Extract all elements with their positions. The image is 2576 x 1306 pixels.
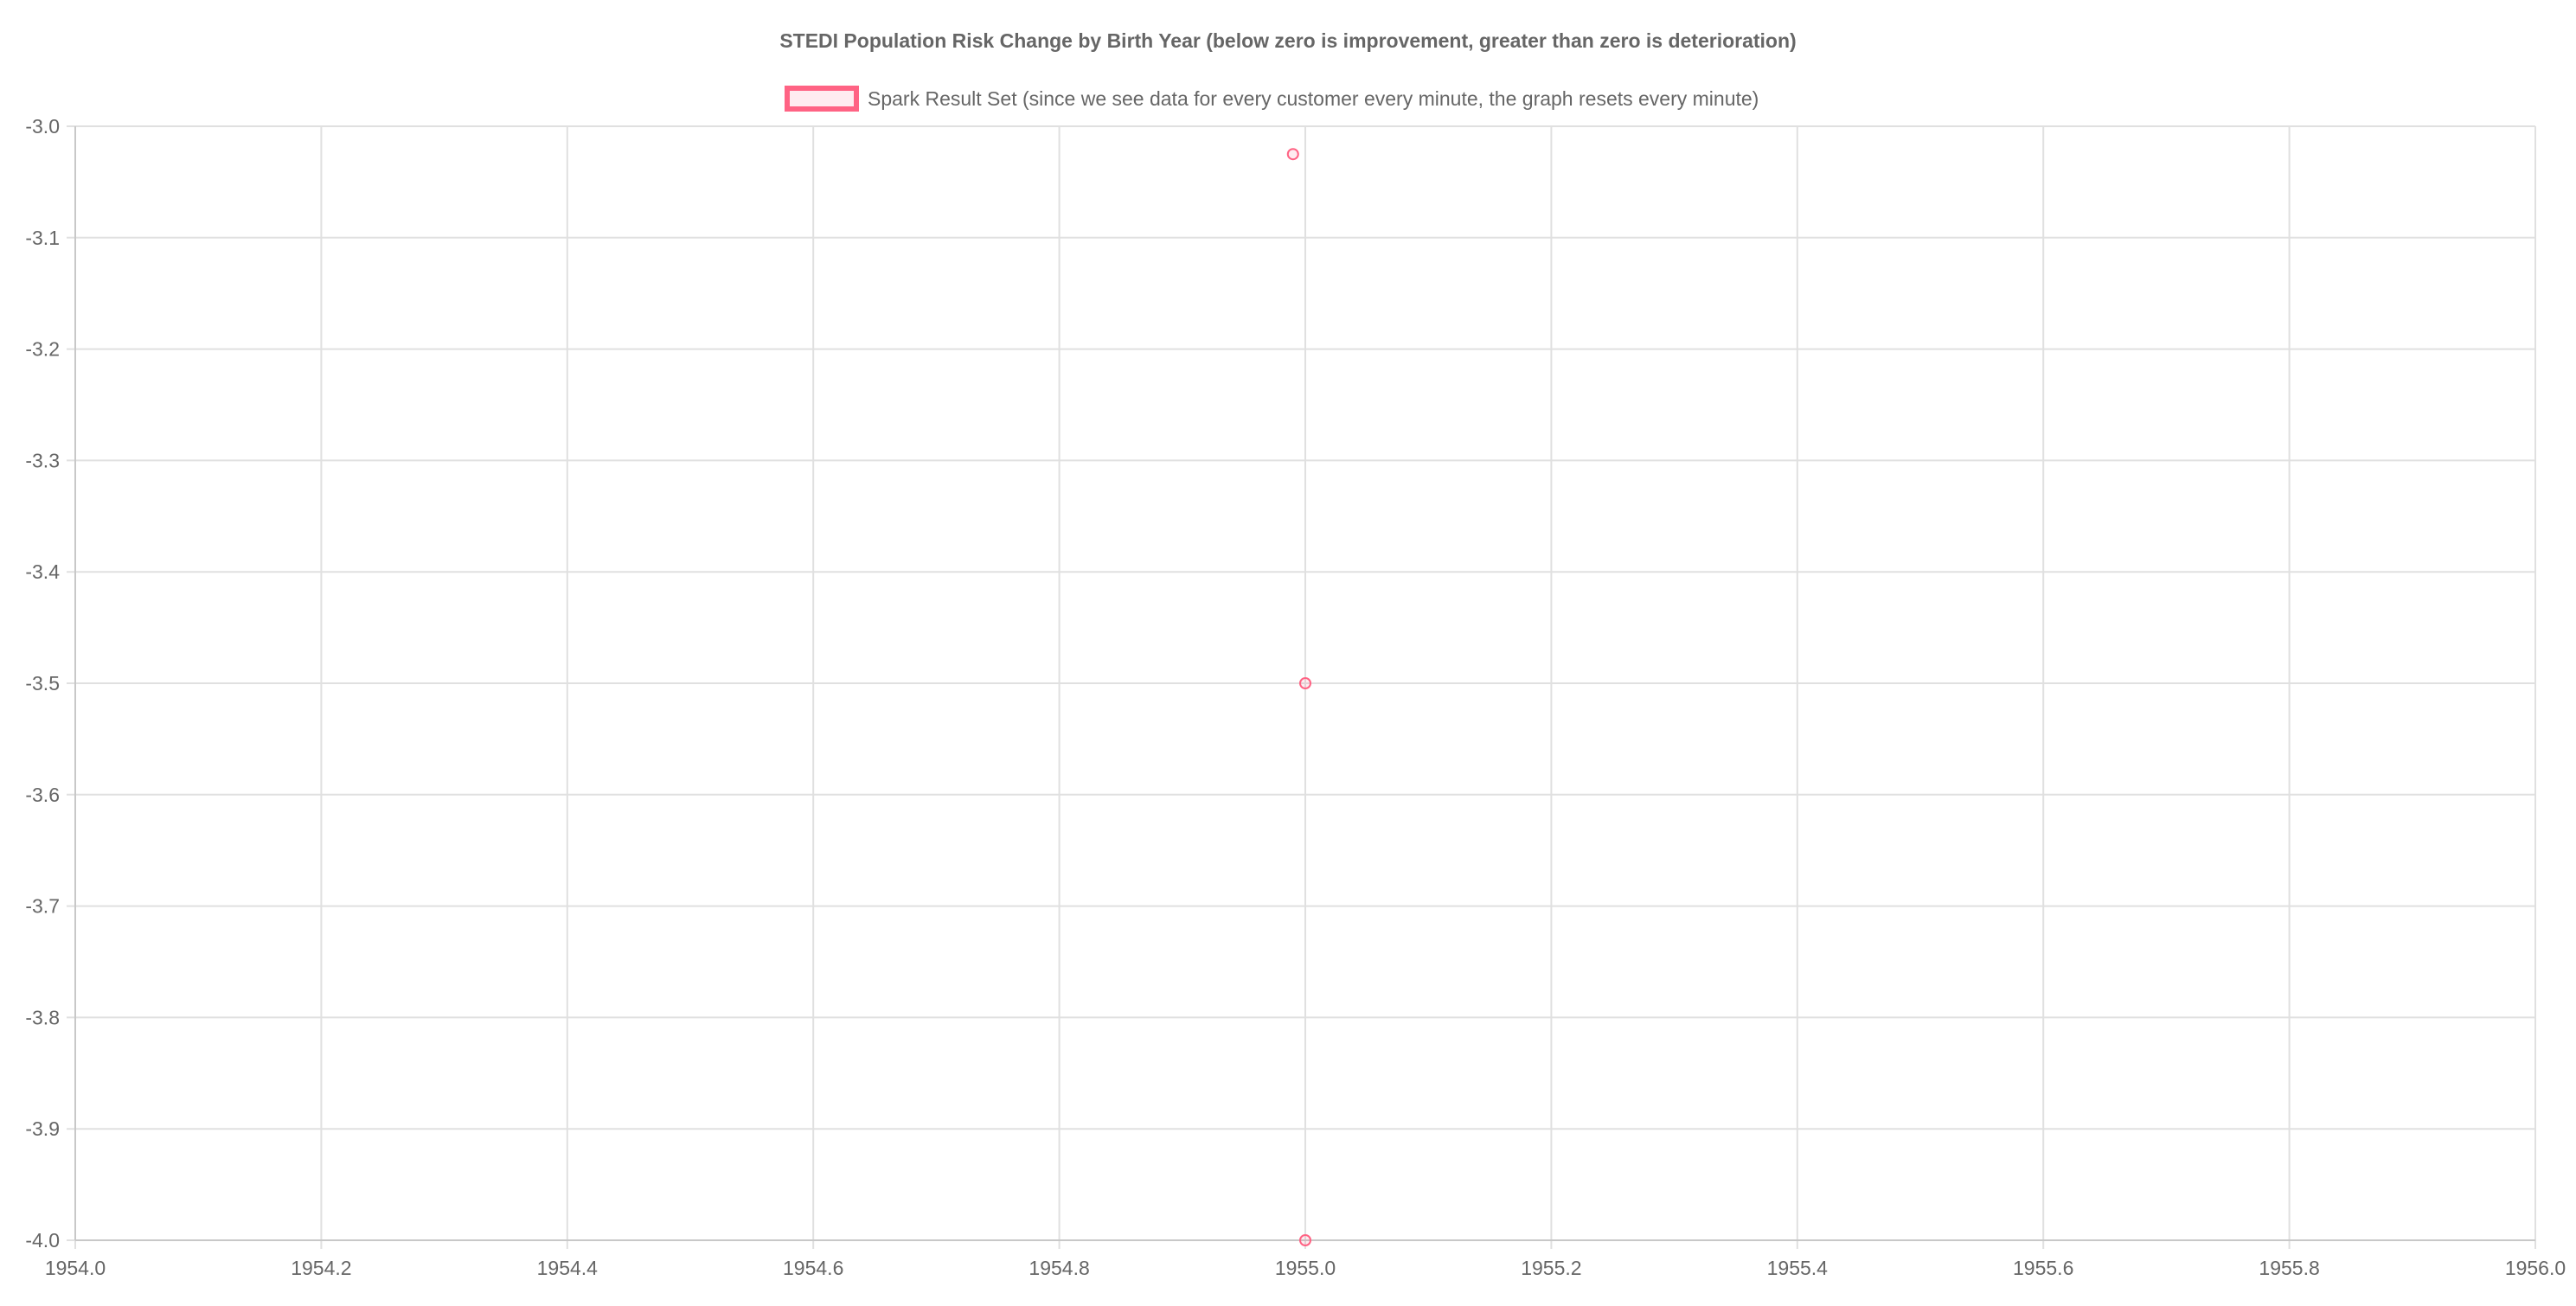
data-point[interactable] [1299, 1234, 1311, 1246]
chart-title: STEDI Population Risk Change by Birth Ye… [779, 29, 1796, 52]
data-points [1286, 148, 1311, 1246]
y-tick-label: -3.0 [25, 115, 60, 138]
data-point[interactable] [1286, 148, 1299, 161]
data-point[interactable] [1299, 677, 1311, 689]
x-tick-label: 1955.6 [2013, 1257, 2073, 1279]
y-tick-label: -4.0 [25, 1229, 60, 1252]
y-tick-label: -3.4 [25, 560, 60, 583]
tick-labels: 1954.0 1954.2 1954.4 1954.6 1954.8 1955.0 1955… [25, 115, 2566, 1279]
y-tick-label: -3.5 [25, 672, 60, 695]
y-tick-label: -3.6 [25, 784, 60, 806]
x-tick-label: 1954.6 [783, 1257, 843, 1279]
x-tick-label: 1954.2 [291, 1257, 351, 1279]
x-tick-label: 1954.0 [45, 1257, 106, 1279]
x-tick-label: 1955.2 [1521, 1257, 1581, 1279]
legend-swatch[interactable] [785, 86, 859, 112]
x-tick-label: 1954.4 [537, 1257, 599, 1279]
y-tick-label: -3.8 [25, 1006, 60, 1028]
y-tick-label: -3.7 [25, 895, 60, 918]
y-tick-label: -3.2 [25, 338, 60, 361]
y-tick-label: -3.9 [25, 1117, 60, 1140]
y-tick-label: -3.1 [25, 227, 60, 249]
legend-label[interactable]: Spark Result Set (since we see data for … [868, 87, 1759, 110]
grid [67, 125, 2536, 1249]
legend[interactable]: Spark Result Set (since we see data for … [785, 86, 1759, 112]
x-tick-label: 1955.0 [1275, 1257, 1336, 1279]
axes [74, 126, 2535, 1241]
y-tick-label: -3.3 [25, 449, 60, 471]
x-tick-label: 1954.8 [1028, 1257, 1089, 1279]
x-tick-label: 1956.0 [2505, 1257, 2566, 1279]
x-tick-label: 1955.8 [2259, 1257, 2319, 1279]
x-tick-label: 1955.4 [1767, 1257, 1829, 1279]
